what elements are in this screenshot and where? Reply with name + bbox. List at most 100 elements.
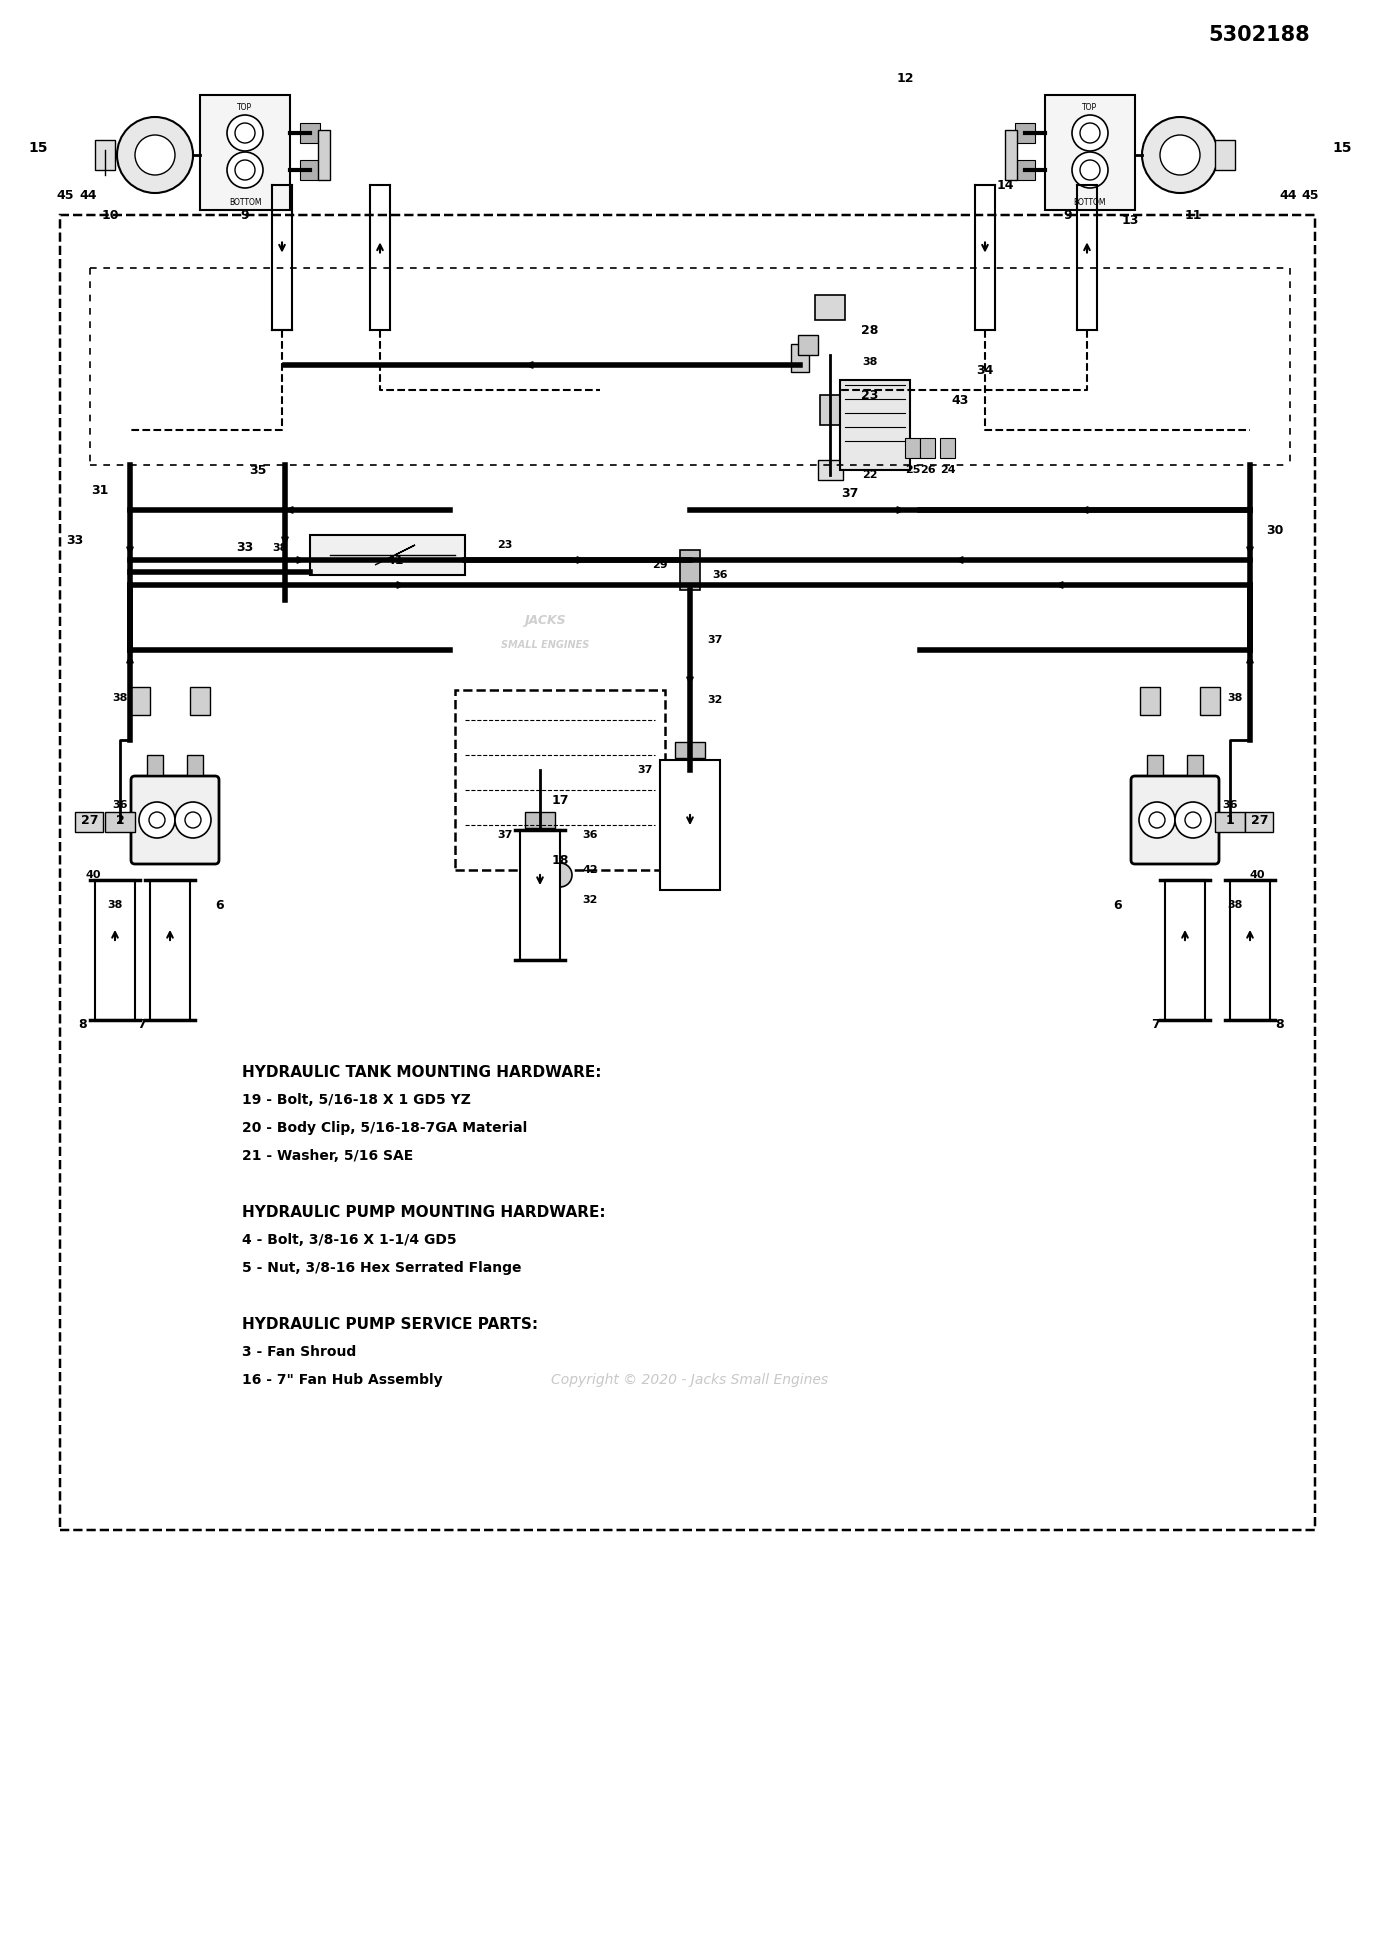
- Text: 45: 45: [1301, 189, 1319, 201]
- Text: 41: 41: [386, 554, 404, 566]
- Bar: [1230, 880, 1270, 1020]
- Text: 42: 42: [582, 864, 598, 874]
- Circle shape: [185, 812, 201, 827]
- Text: 27: 27: [81, 814, 99, 827]
- Text: 6: 6: [215, 899, 225, 911]
- Text: TOP: TOP: [1082, 103, 1097, 111]
- Bar: [840, 380, 909, 470]
- FancyBboxPatch shape: [1132, 776, 1219, 864]
- Text: 23: 23: [497, 540, 513, 550]
- Text: 7: 7: [1151, 1018, 1159, 1032]
- Text: 38: 38: [1227, 693, 1242, 702]
- Text: 36: 36: [712, 570, 727, 579]
- Text: 37: 37: [497, 829, 513, 841]
- Text: 44: 44: [1279, 189, 1297, 201]
- Text: 35: 35: [250, 464, 266, 476]
- Text: 32: 32: [708, 695, 723, 704]
- Bar: [680, 550, 700, 589]
- Bar: [905, 439, 920, 458]
- Text: 8: 8: [79, 1018, 87, 1032]
- Bar: [95, 880, 135, 1020]
- Bar: [920, 439, 936, 458]
- Circle shape: [135, 135, 175, 176]
- Text: 43: 43: [951, 394, 969, 406]
- Text: 11: 11: [1184, 209, 1202, 222]
- Bar: [520, 829, 560, 960]
- Text: 17: 17: [551, 794, 569, 806]
- Bar: [105, 812, 135, 831]
- Text: 26: 26: [920, 464, 936, 474]
- Text: 21 - Washer, 5/16 SAE: 21 - Washer, 5/16 SAE: [241, 1149, 413, 1163]
- Text: 24: 24: [940, 464, 956, 474]
- Bar: [190, 687, 210, 714]
- Bar: [1201, 687, 1220, 714]
- Text: 15: 15: [1332, 140, 1352, 154]
- Text: Copyright © 2020 - Jacks Small Engines: Copyright © 2020 - Jacks Small Engines: [552, 1374, 828, 1387]
- Circle shape: [235, 160, 255, 179]
- Bar: [1165, 880, 1205, 1020]
- Text: 12: 12: [896, 72, 914, 84]
- Text: 38: 38: [108, 899, 123, 909]
- Bar: [1187, 755, 1203, 775]
- Text: SMALL ENGINES: SMALL ENGINES: [501, 640, 589, 650]
- Bar: [1045, 96, 1134, 211]
- Text: 40: 40: [86, 870, 101, 880]
- Text: 5 - Nut, 3/8-16 Hex Serrated Flange: 5 - Nut, 3/8-16 Hex Serrated Flange: [241, 1260, 522, 1276]
- Bar: [188, 755, 203, 775]
- Text: 5302188: 5302188: [1209, 25, 1310, 45]
- FancyBboxPatch shape: [131, 776, 219, 864]
- Text: 19 - Bolt, 5/16-18 X 1 GD5 YZ: 19 - Bolt, 5/16-18 X 1 GD5 YZ: [241, 1093, 471, 1106]
- Bar: [299, 160, 320, 179]
- Bar: [1140, 687, 1161, 714]
- Text: HYDRAULIC TANK MOUNTING HARDWARE:: HYDRAULIC TANK MOUNTING HARDWARE:: [241, 1065, 602, 1081]
- Text: 20 - Body Clip, 5/16-18-7GA Material: 20 - Body Clip, 5/16-18-7GA Material: [241, 1122, 527, 1135]
- Bar: [150, 880, 190, 1020]
- Bar: [1245, 812, 1272, 831]
- Bar: [1214, 812, 1245, 831]
- Bar: [455, 691, 665, 870]
- Bar: [1147, 755, 1163, 775]
- Bar: [798, 336, 818, 355]
- Text: 37: 37: [708, 634, 723, 646]
- Text: BOTTOM: BOTTOM: [229, 197, 261, 207]
- Circle shape: [1174, 802, 1212, 839]
- Text: 32: 32: [582, 896, 598, 905]
- Text: 44: 44: [79, 189, 97, 201]
- Circle shape: [149, 812, 166, 827]
- Text: 38: 38: [112, 693, 128, 702]
- Text: 22: 22: [862, 470, 878, 480]
- Bar: [200, 96, 290, 211]
- Bar: [820, 394, 840, 425]
- Text: TOP: TOP: [237, 103, 253, 111]
- Text: 29: 29: [653, 560, 668, 570]
- Bar: [95, 140, 115, 170]
- Circle shape: [235, 123, 255, 142]
- Bar: [660, 761, 720, 890]
- Circle shape: [1185, 812, 1201, 827]
- Bar: [148, 755, 163, 775]
- Circle shape: [139, 802, 175, 839]
- Text: 33: 33: [236, 540, 254, 554]
- Text: 9: 9: [1064, 209, 1072, 222]
- Text: 27: 27: [1252, 814, 1268, 827]
- Text: 36: 36: [582, 829, 598, 841]
- Bar: [1016, 160, 1035, 179]
- Text: 38: 38: [272, 542, 287, 552]
- Text: HYDRAULIC PUMP MOUNTING HARDWARE:: HYDRAULIC PUMP MOUNTING HARDWARE:: [241, 1206, 606, 1219]
- Text: 38: 38: [1227, 899, 1242, 909]
- Text: 30: 30: [1267, 523, 1283, 537]
- Text: 23: 23: [861, 388, 879, 402]
- Text: 15: 15: [28, 140, 48, 154]
- Text: 4 - Bolt, 3/8-16 X 1-1/4 GD5: 4 - Bolt, 3/8-16 X 1-1/4 GD5: [241, 1233, 457, 1247]
- Bar: [1005, 131, 1017, 179]
- Bar: [75, 812, 104, 831]
- Text: HYDRAULIC PUMP SERVICE PARTS:: HYDRAULIC PUMP SERVICE PARTS:: [241, 1317, 538, 1333]
- Bar: [791, 343, 809, 373]
- Bar: [130, 687, 150, 714]
- Text: 28: 28: [861, 324, 879, 336]
- Text: 40: 40: [1249, 870, 1264, 880]
- Text: 38: 38: [862, 357, 878, 367]
- Circle shape: [226, 152, 264, 187]
- Text: 8: 8: [1275, 1018, 1285, 1032]
- Bar: [310, 535, 465, 576]
